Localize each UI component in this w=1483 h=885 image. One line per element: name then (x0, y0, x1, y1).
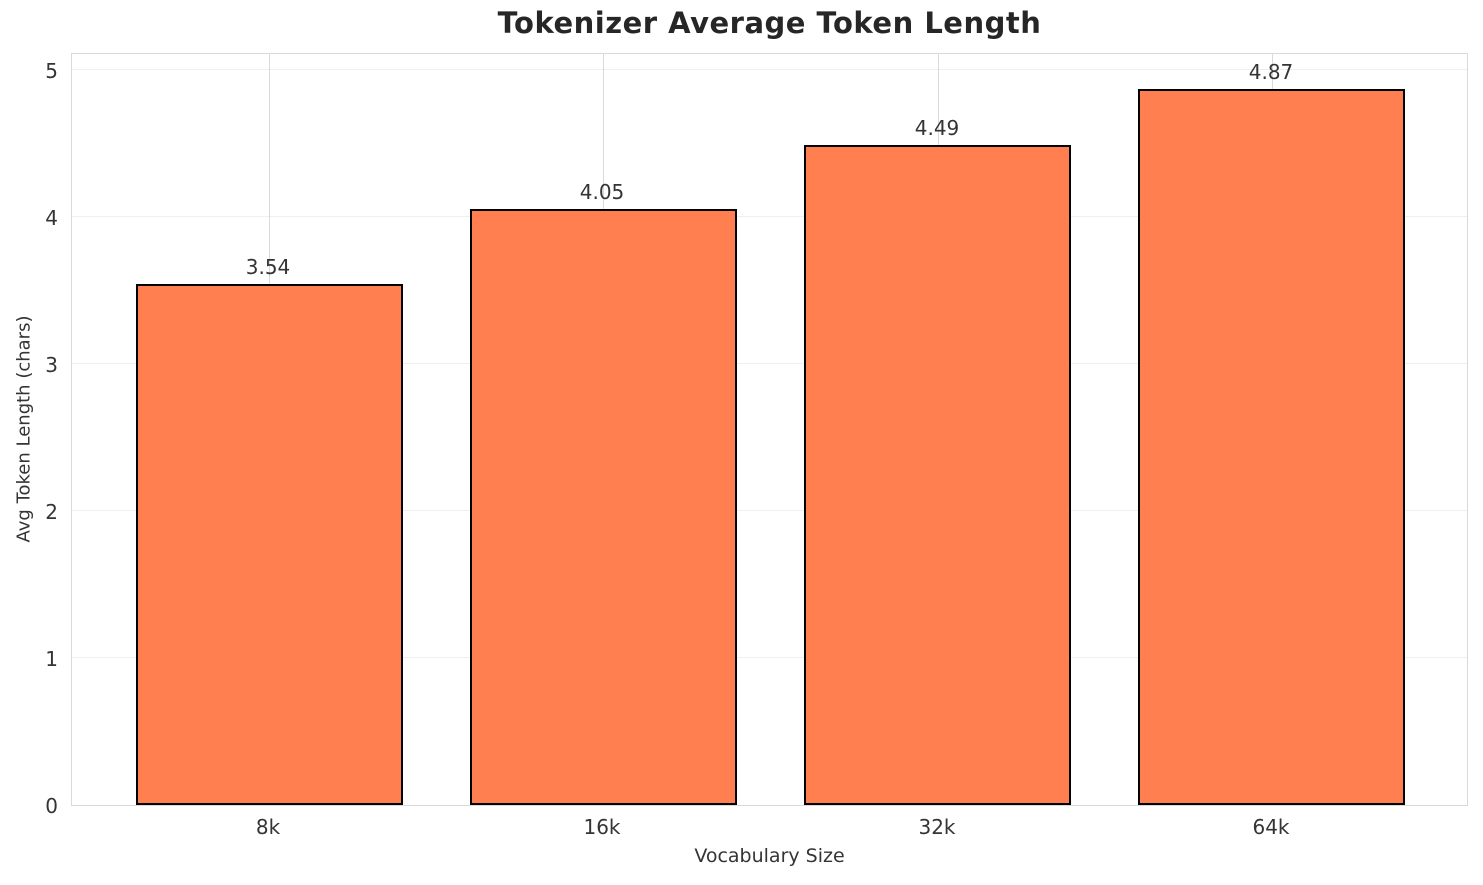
bar-16k (470, 209, 737, 805)
gridline-horizontal-1 (72, 656, 1467, 658)
gridline-horizontal-3 (72, 362, 1467, 364)
bar-64k (1138, 89, 1405, 805)
y-tick-label-2: 2 (45, 499, 58, 524)
bar-32k (804, 145, 1071, 805)
gridline-horizontal-2 (72, 509, 1467, 511)
x-tick-label-8k: 8k (255, 815, 281, 839)
y-tick-label-1: 1 (45, 646, 58, 671)
gridline-horizontal-5 (72, 68, 1467, 70)
bar-value-label-64k: 4.87 (1248, 60, 1294, 84)
bar-value-label-32k: 4.49 (914, 116, 960, 140)
bar-8k (136, 284, 403, 805)
y-tick-label-4: 4 (45, 205, 58, 230)
plot-area (71, 53, 1468, 806)
x-tick-label-16k: 16k (583, 815, 621, 839)
bar-value-label-16k: 4.05 (579, 180, 625, 204)
x-tick-label-32k: 32k (918, 815, 956, 839)
chart-title: Tokenizer Average Token Length (497, 6, 1042, 40)
y-tick-label-5: 5 (45, 58, 58, 83)
x-tick-label-64k: 64k (1252, 815, 1290, 839)
gridline-horizontal-4 (72, 215, 1467, 217)
x-axis-label: Vocabulary Size (694, 845, 845, 867)
bar-value-label-8k: 3.54 (245, 255, 291, 279)
y-tick-label-0: 0 (45, 794, 58, 818)
y-tick-label-3: 3 (45, 352, 58, 377)
